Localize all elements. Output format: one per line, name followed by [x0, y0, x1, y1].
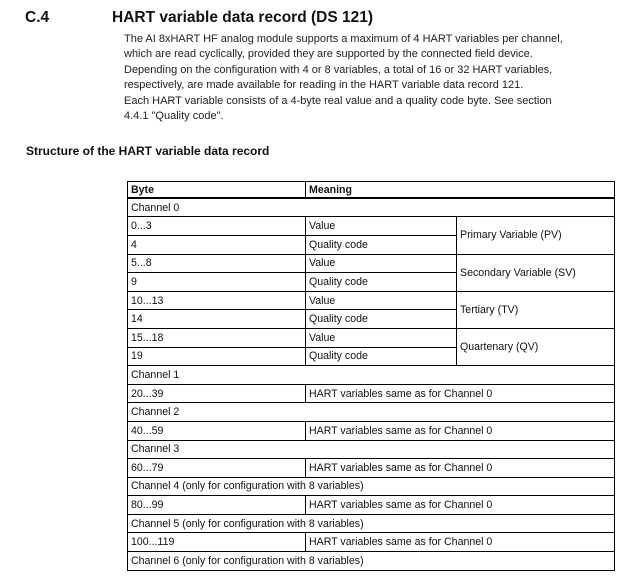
table-row: 80...99 HART variables same as for Channe…: [127, 495, 615, 515]
table-row: 10...13 Value Tertiary (TV): [127, 290, 615, 329]
meaning-cell: HART variables same as for Channel 0: [305, 383, 615, 404]
byte-cell: 9: [127, 272, 306, 292]
byte-cell: 80...99: [127, 495, 306, 515]
meaning-cell: Value: [305, 253, 457, 274]
table-row: 15...18 Value Quartenary (QV): [127, 327, 615, 367]
paragraph: The AI 8xHART HF analog module supports …: [124, 33, 563, 91]
byte-cell: 100...119: [127, 532, 306, 553]
meaning-cell: Value: [305, 290, 457, 311]
byte-cell: 5...8: [127, 253, 306, 274]
hart-variable-table: Byte Meaning Channel 0 0...3 Value Primary …: [127, 180, 615, 571]
channel-section-cell: Channel 2: [127, 402, 615, 422]
channel-section-cell: Channel 0: [127, 197, 615, 218]
variable-cell: Primary Variable (PV): [456, 216, 615, 255]
column-header-byte: Byte: [127, 180, 306, 200]
byte-cell: 10...13: [127, 290, 306, 311]
table-row: 5...8 Value Secondary Variable (SV): [127, 253, 615, 292]
table-caption: Structure of the HART variable data reco…: [26, 143, 270, 158]
page-title: HART variable data record (DS 121): [112, 9, 374, 26]
document-page: C.4 HART variable data record (DS 121) T…: [0, 8, 618, 579]
meaning-cell: Quality code: [305, 309, 457, 329]
channel-section-cell: Channel 3: [127, 439, 615, 460]
table-row: Channel 4 (only for configuration with 8…: [127, 476, 615, 497]
meaning-cell: HART variables same as for Channel 0: [305, 420, 615, 441]
hart-table-body: Channel 0 0...3 Value Primary Variable (PV)…: [127, 197, 615, 571]
table-header-row: Byte Meaning: [127, 180, 615, 200]
byte-cell: 0...3: [127, 216, 306, 236]
meaning-cell: HART variables same as for Channel 0: [305, 532, 615, 553]
table-row: 9 Quality code: [127, 272, 615, 292]
table-row: Channel 5 (only for configuration with 8…: [127, 513, 615, 534]
table-row: 19 Quality code: [127, 346, 615, 367]
table-row: Channel 3: [127, 439, 615, 460]
byte-cell: 19: [127, 346, 306, 367]
meaning-cell: Value: [305, 327, 457, 348]
channel-section-cell: Channel 5 (only for configuration with 8…: [127, 513, 615, 534]
meaning-cell: Quality code: [305, 234, 457, 255]
byte-cell: 4: [127, 234, 306, 255]
byte-cell: 60...79: [127, 458, 306, 478]
table-row: 14 Quality code: [127, 309, 615, 329]
table-row: Channel 0: [127, 197, 615, 218]
table-row: 60...79 HART variables same as for Channe…: [127, 458, 615, 478]
section-heading: C.4 HART variable data record (DS 121): [25, 8, 618, 27]
intro-text: The AI 8xHART HF analog module supports …: [124, 32, 610, 125]
channel-section-cell: Channel 6 (only for configuration with 8…: [127, 551, 615, 571]
byte-cell: 15...18: [127, 327, 306, 348]
variable-cell: Secondary Variable (SV): [456, 253, 615, 292]
table-row: 40...59 HART variables same as for Channe…: [127, 420, 615, 441]
table-row: 20...39 HART variables same as for Channe…: [127, 383, 615, 404]
meaning-cell: Quality code: [305, 272, 457, 292]
channel-section-cell: Channel 4 (only for configuration with 8…: [127, 476, 615, 497]
table-row: 0...3 Value Primary Variable (PV): [127, 216, 615, 255]
byte-cell: 40...59: [127, 420, 306, 441]
table-row: 100...119 HART variables same as for Chan…: [127, 532, 615, 553]
meaning-cell: Value: [305, 216, 457, 236]
variable-cell: Tertiary (TV): [456, 290, 615, 329]
meaning-cell: Quality code: [305, 346, 457, 367]
table-row: Channel 2: [127, 402, 615, 422]
byte-cell: 20...39: [127, 383, 306, 404]
table-row: Channel 6 (only for configuration with 8…: [127, 551, 615, 571]
channel-section-cell: Channel 1: [127, 365, 615, 385]
column-header-meaning: Meaning: [305, 180, 615, 200]
meaning-cell: HART variables same as for Channel 0: [305, 495, 615, 515]
section-number: C.4: [25, 9, 50, 26]
variable-cell: Quartenary (QV): [456, 327, 615, 367]
byte-cell: 14: [127, 309, 306, 329]
table-row: Channel 1: [127, 365, 615, 385]
meaning-cell: HART variables same as for Channel 0: [305, 458, 615, 478]
paragraph: Each HART variable consists of a 4-byte …: [124, 95, 552, 123]
